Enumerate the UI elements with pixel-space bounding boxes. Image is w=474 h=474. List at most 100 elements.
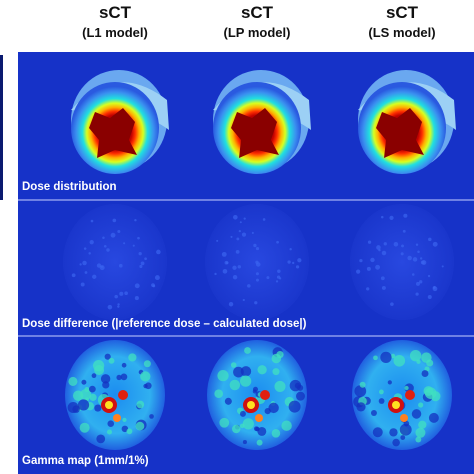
gamma-speck [224,397,232,405]
difference-speck [419,257,423,260]
difference-speck [124,291,128,296]
difference-speck [241,232,247,237]
gamma-speck [421,370,429,378]
difference-speck [390,302,394,306]
gamma-speck [229,379,241,391]
column-title: sCT [98,3,132,22]
gamma-speck [297,384,304,391]
gamma-speck [144,382,152,390]
gamma-speck [219,417,230,428]
row-label: Dose distribution [22,181,117,193]
difference-speck [376,245,381,250]
gamma-speck [91,373,97,379]
difference-speck [139,264,143,268]
difference-speck [235,249,240,254]
gamma-speck [252,386,259,392]
column-subtitle: (L1 model) [82,25,148,40]
gamma-speck [116,374,122,381]
row-label: Gamma map (1mm/1%) [22,455,149,467]
difference-speck [156,249,161,255]
difference-speck [276,240,279,244]
difference-speck [144,257,147,261]
gamma-hotspot [247,401,255,409]
difference-speck [366,287,370,291]
difference-speck [279,277,282,280]
difference-speck [80,282,85,287]
difference-speck [253,243,257,248]
difference-speck [380,276,385,281]
difference-speck [255,272,259,276]
gamma-speck [214,389,224,399]
difference-speck [84,271,88,274]
difference-speck [216,239,219,242]
difference-speck [238,230,241,233]
gamma-speck [428,412,439,423]
gamma-speck [272,368,280,376]
difference-speck [154,275,160,281]
gamma-speck [411,409,422,419]
difference-speck [243,217,246,220]
difference-speck [432,286,438,292]
difference-speck [383,242,387,246]
difference-speck [411,273,415,276]
difference-speck [416,281,420,286]
difference-speck [236,237,240,241]
difference-speck [123,242,126,245]
gamma-speck [373,355,378,361]
gamma-speck [120,373,128,381]
difference-speck [441,265,444,268]
difference-speck [277,269,281,273]
difference-speck [96,263,102,268]
gamma-hotspot [392,401,400,409]
difference-speck [83,247,87,250]
gamma-speck [104,353,111,360]
difference-speck [239,221,242,224]
gamma-speck [80,389,92,401]
gamma-speck [106,429,113,435]
difference-speck [71,273,76,278]
gamma-speck [409,350,422,362]
difference-map [63,204,167,320]
gamma-speck [135,421,145,431]
gamma-hotspot [105,401,113,409]
gamma-speck [354,385,367,398]
difference-speck [427,274,431,278]
column-title: sCT [240,3,274,22]
dose-core [376,108,424,158]
difference-speck [224,260,229,265]
difference-speck [230,235,233,238]
gamma-hotspot [113,414,121,422]
difference-speck [152,284,156,288]
difference-speck [89,240,94,245]
gamma-speck [88,385,96,393]
gamma-speck [143,360,151,368]
difference-speck [381,250,387,256]
difference-speck [295,265,300,269]
gamma-speck [370,410,377,417]
difference-speck [419,280,423,284]
gamma-speck [140,371,151,382]
difference-speck [107,304,113,310]
gamma-speck [217,370,229,382]
difference-speck [117,229,121,233]
difference-speck [297,258,302,263]
gamma-speck [415,427,426,438]
difference-speck [106,248,110,252]
difference-speck [232,274,238,280]
gamma-speck [107,420,115,427]
difference-speck [138,252,142,256]
gamma-hotspot [260,390,270,400]
difference-speck [266,276,270,280]
gamma-hotspot [400,414,408,422]
gamma-speck [94,364,105,375]
difference-speck [292,261,295,265]
difference-speck [134,296,139,301]
dose-core [89,108,137,158]
difference-speck [275,280,279,283]
difference-speck [117,303,120,306]
gamma-speck [126,428,133,435]
difference-speck [112,218,117,223]
gamma-hotspot [405,390,415,400]
gamma-speck [240,366,252,377]
difference-speck [114,294,118,299]
